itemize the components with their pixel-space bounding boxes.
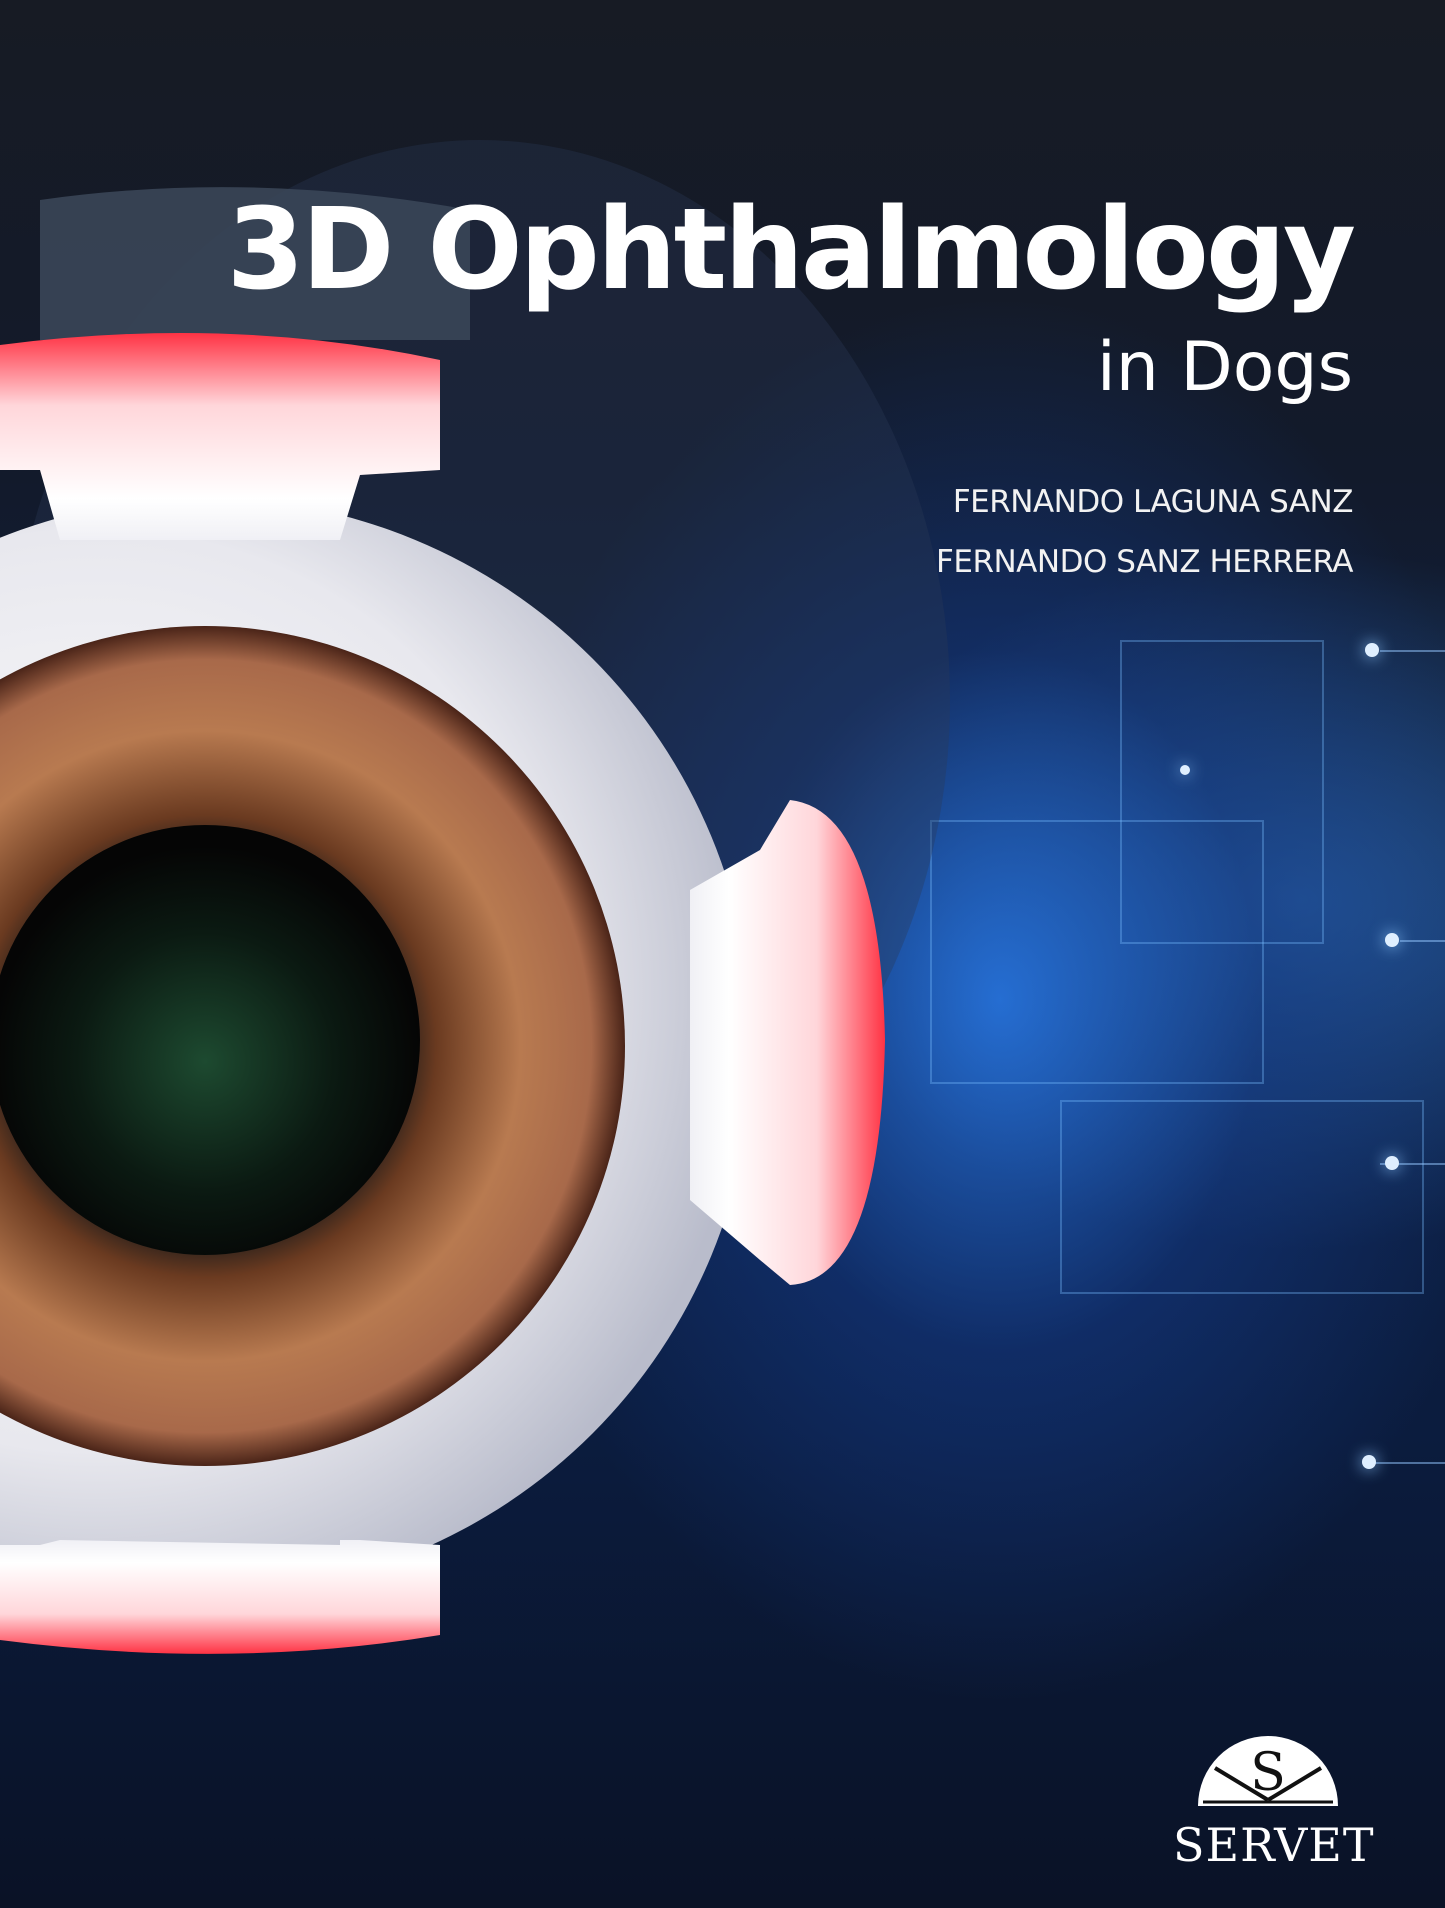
tech-dot: [1365, 643, 1379, 657]
book-subtitle: in Dogs: [1096, 328, 1353, 407]
tech-line: [1370, 1462, 1445, 1464]
publisher-name: SERVET: [1173, 1818, 1375, 1872]
tech-dot: [1362, 1455, 1376, 1469]
tech-dot: [1180, 765, 1190, 775]
tech-panel: [930, 820, 1264, 1084]
tech-panel: [1060, 1100, 1424, 1294]
muscle-bottom: [0, 1540, 440, 1654]
tech-dot: [1385, 933, 1399, 947]
svg-text:S: S: [1250, 1743, 1286, 1803]
muscle-top: [0, 333, 440, 540]
author-1: FERNANDO LAGUNA SANZ: [952, 484, 1354, 520]
tech-line: [1400, 940, 1445, 942]
eyeball-illustration: [0, 140, 950, 1654]
tech-line: [1380, 1163, 1445, 1165]
muscle-right: [690, 800, 885, 1285]
optic-nerve: [40, 187, 470, 340]
publisher-emblem-icon: S: [1198, 1736, 1338, 1806]
tech-panel: [1120, 640, 1324, 944]
pupil: [0, 825, 420, 1255]
book-title: 3D Ophthalmology: [226, 185, 1356, 315]
tech-line: [1380, 650, 1445, 652]
publisher-logo: S SERVET: [1173, 1728, 1375, 1878]
author-2: FERNANDO SANZ HERRERA: [936, 544, 1353, 580]
tech-dot: [1385, 1156, 1399, 1170]
